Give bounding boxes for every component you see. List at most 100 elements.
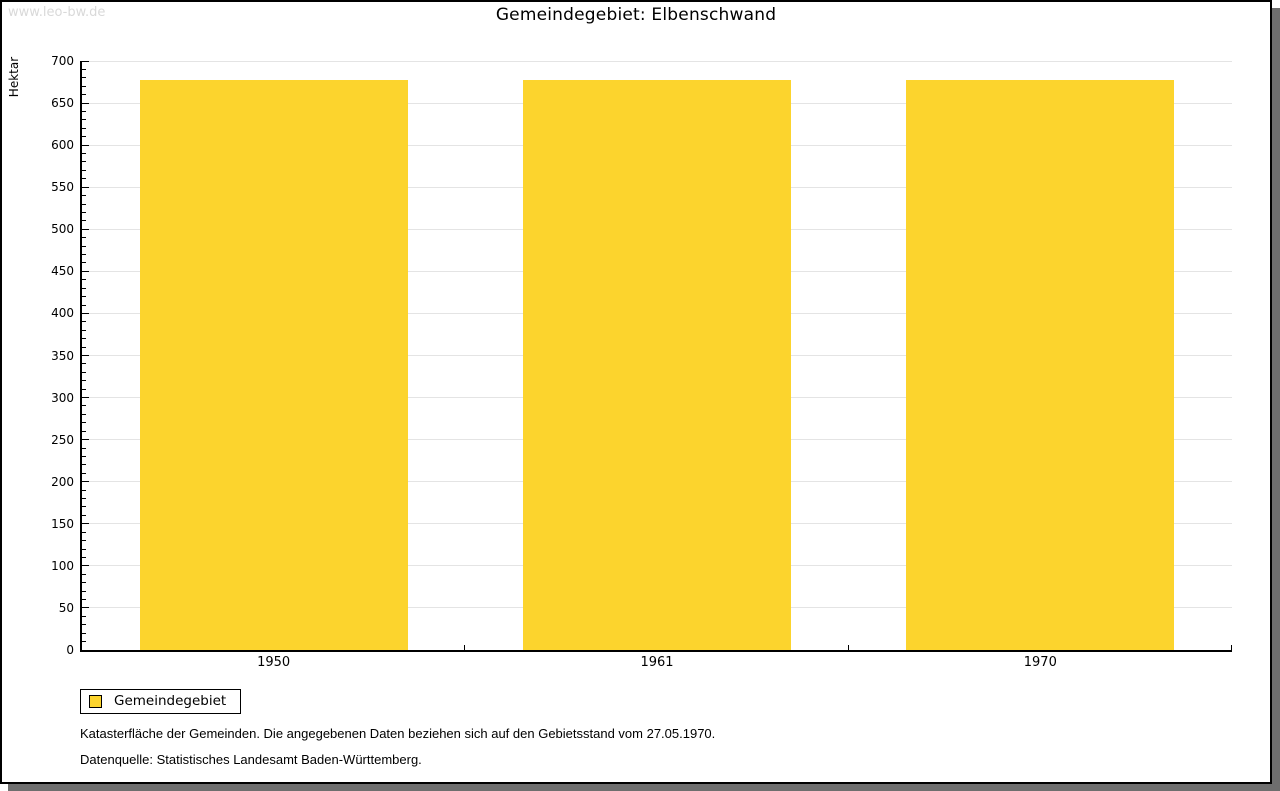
y-axis-minor-tick (82, 153, 86, 155)
y-axis-minor-tick (82, 489, 86, 491)
footnote-source: Datenquelle: Statistisches Landesamt Bad… (80, 752, 422, 767)
y-axis-major-tick (82, 439, 89, 441)
y-axis-tick-label: 400 (51, 306, 74, 321)
y-axis-minor-tick (82, 321, 86, 323)
y-axis-minor-tick (82, 119, 86, 121)
y-axis-minor-tick (82, 304, 86, 306)
y-axis-minor-tick (82, 641, 86, 643)
watermark: www.leo-bw.de (8, 5, 106, 20)
y-axis-tick-label: 250 (51, 432, 74, 447)
y-axis-minor-tick (82, 388, 86, 390)
y-axis-tick-label: 0 (66, 643, 74, 657)
y-axis-tick-label: 100 (51, 558, 74, 573)
y-axis-tick-label: 600 (51, 138, 74, 153)
y-axis-tick-label: 50 (58, 600, 74, 615)
y-axis-minor-tick (82, 346, 86, 348)
y-axis-tick-label: 650 (51, 96, 74, 111)
y-axis-minor-tick (82, 556, 86, 558)
y-axis-tick-label: 500 (51, 222, 74, 237)
legend-label: Gemeindegebiet (114, 693, 227, 709)
y-axis-major-tick (82, 355, 89, 356)
y-axis-major-tick (82, 228, 89, 230)
y-axis-minor-tick (82, 540, 86, 542)
y-axis-minor-tick (82, 94, 86, 96)
y-axis-minor-tick (82, 85, 86, 87)
y-axis-minor-tick (82, 548, 86, 550)
y-axis-minor-tick (82, 380, 86, 382)
gridline (82, 60, 1232, 62)
y-axis-minor-tick (82, 77, 86, 79)
y-axis-minor-tick (82, 472, 86, 474)
y-axis-minor-tick (82, 68, 86, 70)
y-axis-major-tick (82, 649, 89, 651)
legend-swatch-icon (89, 695, 102, 708)
y-axis-minor-tick (82, 136, 86, 138)
y-axis-major-tick (82, 144, 89, 146)
y-axis-minor-tick (82, 363, 86, 365)
y-axis-tick-label: 450 (51, 264, 74, 279)
x-axis-tick (847, 645, 849, 650)
y-axis-minor-tick (82, 371, 86, 373)
y-axis-minor-tick (82, 624, 86, 626)
y-axis-major-tick (82, 60, 89, 62)
y-axis-minor-tick (82, 531, 86, 533)
legend: Gemeindegebiet (80, 689, 242, 714)
y-axis-minor-tick (82, 203, 86, 205)
x-axis-label: 1950 (257, 655, 291, 670)
y-axis-tick-label: 300 (51, 390, 74, 405)
y-axis-minor-tick (82, 582, 86, 584)
y-axis-minor-tick (82, 590, 86, 592)
y-axis-major-tick (82, 565, 89, 567)
y-axis-minor-tick (82, 169, 86, 171)
plot-area: 0 50 100 150 200 250 300 350 400 450 500 550 600 650 7… (51, 54, 1232, 670)
x-axis-tick (1231, 645, 1232, 650)
y-axis-minor-tick (82, 405, 86, 407)
y-axis-minor-tick (82, 464, 86, 466)
y-axis-tick-label: 550 (51, 180, 74, 195)
y-axis-minor-tick (82, 178, 86, 180)
y-axis-minor-tick (82, 279, 86, 281)
y-axis-tick-label: 700 (51, 54, 74, 68)
x-axis-label: 1961 (640, 655, 674, 670)
y-axis-minor-tick (82, 195, 86, 197)
y-axis-minor-tick (82, 211, 86, 213)
bar-1950 (139, 80, 408, 650)
y-axis-major-tick (82, 607, 89, 609)
y-axis-major-tick (82, 481, 89, 483)
y-axis-minor-tick (82, 455, 86, 457)
y-axis-minor-tick (82, 447, 86, 449)
y-axis-minor-tick (82, 262, 86, 264)
y-axis-minor-tick (82, 110, 86, 112)
y-axis-minor-tick (82, 615, 86, 617)
bar-1961 (523, 80, 791, 650)
y-axis-tick-label: 150 (51, 516, 74, 531)
y-axis-tick-label: 350 (51, 348, 74, 363)
y-axis-minor-tick (82, 220, 86, 222)
y-axis-tick-label: 200 (51, 474, 74, 489)
y-axis-minor-tick (82, 329, 86, 331)
y-axis-minor-tick (82, 254, 86, 256)
y-axis-minor-tick (82, 127, 86, 129)
y-axis-minor-tick (82, 161, 86, 163)
y-axis-minor-tick (82, 413, 86, 415)
chart-title: Gemeindegebiet: Elbenschwand (495, 5, 777, 25)
y-axis-minor-tick (82, 498, 86, 500)
y-axis-minor-tick (82, 296, 86, 298)
y-axis-minor-tick (82, 338, 86, 340)
bar-1970 (906, 80, 1175, 650)
y-axis-minor-tick (82, 599, 86, 600)
y-axis-major-tick (82, 523, 89, 525)
y-axis-minor-tick (82, 287, 86, 289)
y-axis-major-tick (82, 312, 89, 314)
y-axis-minor-tick (82, 430, 86, 432)
y-axis-minor-tick (82, 245, 86, 247)
y-axis-major-tick (82, 270, 89, 272)
y-axis-major-tick (82, 102, 89, 104)
y-axis-major-tick (82, 186, 89, 188)
x-axis-label: 1970 (1023, 655, 1057, 670)
y-axis-minor-tick (82, 632, 86, 634)
y-axis-minor-tick (82, 506, 86, 508)
footnote-data-note: Katasterfläche der Gemeinden. Die angege… (80, 726, 716, 741)
